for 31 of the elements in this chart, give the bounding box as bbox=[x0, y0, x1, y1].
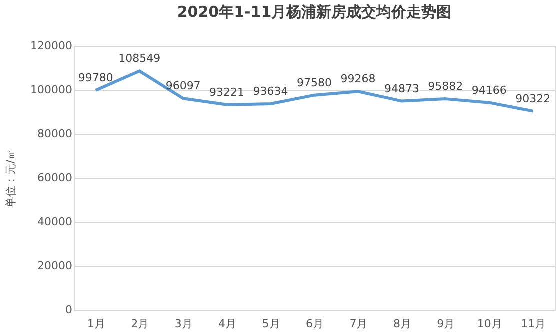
data-label: 99268 bbox=[340, 72, 376, 86]
x-tick-label: 9月 bbox=[437, 318, 456, 330]
data-label: 93634 bbox=[253, 85, 288, 98]
data-label: 94873 bbox=[384, 82, 420, 96]
data-label: 108549 bbox=[118, 52, 161, 66]
data-label: 95882 bbox=[428, 80, 464, 94]
x-tick-label: 8月 bbox=[393, 318, 412, 330]
y-tick-label: 100000 bbox=[30, 84, 72, 96]
data-label: 99780 bbox=[78, 71, 114, 84]
data-label: 97580 bbox=[297, 76, 332, 90]
x-tick-label: 10月 bbox=[477, 318, 502, 330]
x-tick-label: 2月 bbox=[131, 318, 150, 330]
x-tick-label: 4月 bbox=[218, 318, 237, 330]
y-axis-title: 单位：元/㎡ bbox=[4, 149, 18, 208]
x-tick-label: 1月 bbox=[87, 318, 106, 330]
data-label: 93221 bbox=[210, 86, 245, 99]
x-tick-label: 11月 bbox=[521, 318, 546, 330]
x-tick-label: 5月 bbox=[262, 318, 280, 330]
data-label: 90322 bbox=[516, 92, 551, 106]
data-label: 96097 bbox=[166, 80, 201, 93]
y-tick-label: 0 bbox=[66, 304, 72, 316]
chart-title: 2020年1-11月杨浦新房成交均价走势图 bbox=[177, 3, 452, 21]
data-label: 94166 bbox=[472, 84, 507, 97]
y-tick-label: 60000 bbox=[38, 172, 72, 184]
x-tick-label: 3月 bbox=[174, 318, 193, 330]
y-tick-label: 20000 bbox=[38, 260, 72, 272]
x-tick-label: 7月 bbox=[350, 318, 368, 330]
y-tick-label: 40000 bbox=[38, 216, 72, 228]
x-tick-label: 6月 bbox=[306, 318, 324, 330]
y-tick-label: 120000 bbox=[30, 40, 72, 52]
y-tick-label: 80000 bbox=[38, 128, 72, 140]
